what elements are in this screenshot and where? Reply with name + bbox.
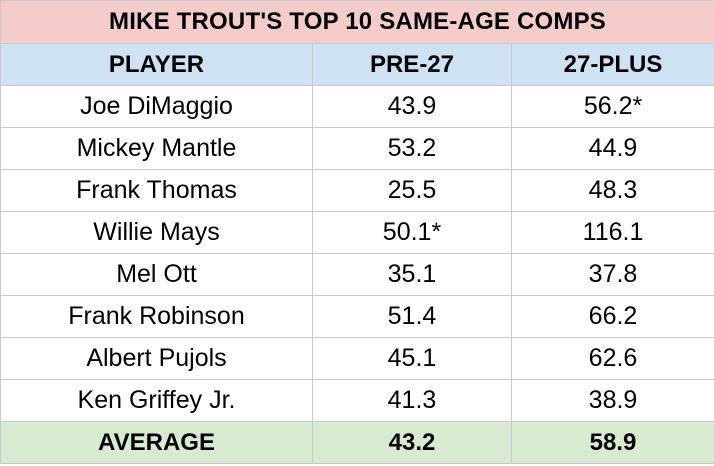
pre27-cell[interactable]: 53.2 <box>312 127 512 170</box>
pre27-cell[interactable]: 25.5 <box>312 169 512 212</box>
table-row: Frank Thomas 25.5 48.3 <box>0 169 714 212</box>
table-row: Ken Griffey Jr. 41.3 38.9 <box>0 379 714 422</box>
pre27-cell[interactable]: 51.4 <box>312 295 512 338</box>
player-cell[interactable]: Frank Thomas <box>0 169 313 212</box>
plus27-cell[interactable]: 44.9 <box>510 127 714 170</box>
table-row: Mel Ott 35.1 37.8 <box>0 253 714 296</box>
plus27-cell[interactable]: 116.1 <box>510 211 714 254</box>
table-row: Albert Pujols 45.1 62.6 <box>0 337 714 380</box>
average-row: AVERAGE 43.2 58.9 <box>0 421 714 464</box>
player-cell[interactable]: Ken Griffey Jr. <box>0 379 313 422</box>
player-cell[interactable]: Mickey Mantle <box>0 127 313 170</box>
pre27-cell[interactable]: 43.9 <box>312 85 512 128</box>
plus27-cell[interactable]: 37.8 <box>510 253 714 296</box>
player-cell[interactable]: Willie Mays <box>0 211 313 254</box>
plus27-cell[interactable]: 56.2* <box>510 85 714 128</box>
plus27-cell[interactable]: 48.3 <box>510 169 714 212</box>
average-label[interactable]: AVERAGE <box>0 421 313 464</box>
table-title[interactable]: MIKE TROUT'S TOP 10 SAME-AGE COMPS <box>0 0 714 44</box>
pre27-cell[interactable]: 35.1 <box>312 253 512 296</box>
average-plus27[interactable]: 58.9 <box>510 421 714 464</box>
table-row: Joe DiMaggio 43.9 56.2* <box>0 85 714 128</box>
table-row: Frank Robinson 51.4 66.2 <box>0 295 714 338</box>
header-row: PLAYER PRE-27 27-PLUS <box>0 43 714 86</box>
player-cell[interactable]: Frank Robinson <box>0 295 313 338</box>
pre27-cell[interactable]: 50.1* <box>312 211 512 254</box>
plus27-cell[interactable]: 38.9 <box>510 379 714 422</box>
average-pre27[interactable]: 43.2 <box>312 421 512 464</box>
pre27-cell[interactable]: 45.1 <box>312 337 512 380</box>
table-row: Willie Mays 50.1* 116.1 <box>0 211 714 254</box>
plus27-cell[interactable]: 66.2 <box>510 295 714 338</box>
table-row: Mickey Mantle 53.2 44.9 <box>0 127 714 170</box>
player-cell[interactable]: Joe DiMaggio <box>0 85 313 128</box>
player-cell[interactable]: Mel Ott <box>0 253 313 296</box>
pre27-cell[interactable]: 41.3 <box>312 379 512 422</box>
title-row: MIKE TROUT'S TOP 10 SAME-AGE COMPS <box>0 0 714 44</box>
column-header-pre27[interactable]: PRE-27 <box>312 43 512 86</box>
column-header-27plus[interactable]: 27-PLUS <box>510 43 714 86</box>
plus27-cell[interactable]: 62.6 <box>510 337 714 380</box>
player-cell[interactable]: Albert Pujols <box>0 337 313 380</box>
column-header-player[interactable]: PLAYER <box>0 43 313 86</box>
